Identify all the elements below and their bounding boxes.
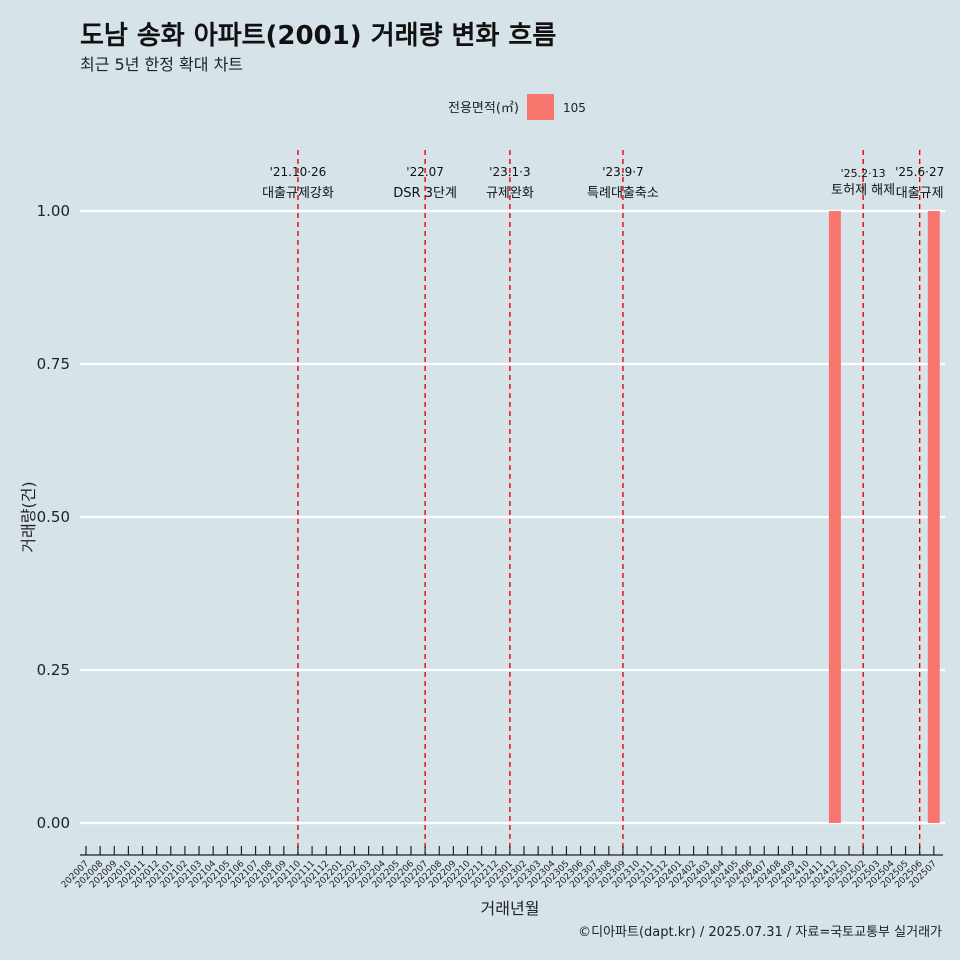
y-tick-label: 1.00 — [37, 202, 70, 220]
y-axis-label: 거래량(건) — [19, 481, 38, 552]
grid-lines — [80, 209, 945, 825]
y-tick-label: 0.00 — [37, 814, 70, 832]
chart-subtitle: 최근 5년 한정 확대 차트 — [80, 55, 243, 74]
legend-label-105: 105 — [563, 101, 586, 115]
event-date: '25.6·27 — [895, 165, 944, 179]
event-date: '21.10·26 — [270, 165, 327, 179]
y-tick-label: 0.50 — [37, 508, 70, 526]
event-date: '22.07 — [406, 165, 444, 179]
y-tick-label: 0.25 — [37, 661, 70, 679]
x-axis: 2020072020082020092020102020112020122021… — [60, 846, 943, 890]
legend: 전용면적(㎡) 105 — [448, 94, 586, 120]
chart-title: 도남 송화 아파트(2001) 거래량 변화 흐름 — [80, 21, 556, 51]
x-axis-label: 거래년월 — [481, 899, 540, 918]
event-label: 토허제 해제 — [831, 183, 895, 198]
event-date: '23.9·7 — [602, 165, 643, 179]
event-date: '23.1·3 — [489, 165, 530, 179]
event-label: 대출규제 — [896, 186, 944, 201]
event-label: DSR 3단계 — [393, 186, 457, 201]
y-tick-labels: 0.00 0.25 0.50 0.75 1.00 — [37, 202, 70, 832]
event-label: 대출규제강화 — [262, 186, 334, 201]
bar — [927, 211, 940, 823]
legend-key-105 — [527, 94, 554, 120]
bar — [828, 211, 841, 823]
event-label: 특례대출축소 — [587, 186, 659, 201]
event-lines: '21.10·26 대출규제강화 '22.07 DSR 3단계 '23.1·3 규제완화 '… — [262, 150, 944, 855]
event-date: '25.2·13 — [841, 167, 886, 180]
legend-title: 전용면적(㎡) — [448, 101, 519, 116]
chart-caption: ©디아파트(dapt.kr) / 2025.07.31 / 자료=국토교통부 실… — [578, 925, 942, 940]
y-tick-label: 0.75 — [37, 355, 70, 373]
bars — [828, 211, 940, 823]
event-label: 규제완화 — [486, 186, 534, 201]
